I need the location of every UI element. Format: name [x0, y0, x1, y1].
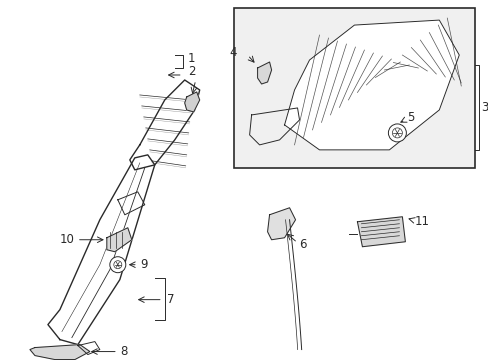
Text: 4: 4 — [229, 45, 236, 59]
Circle shape — [387, 124, 406, 142]
Bar — [233, 8, 474, 168]
Text: 5: 5 — [407, 112, 414, 125]
Text: 11: 11 — [413, 215, 428, 228]
Polygon shape — [106, 228, 132, 252]
Polygon shape — [30, 345, 90, 360]
Text: 10: 10 — [60, 233, 75, 246]
Text: 9: 9 — [140, 258, 147, 271]
Text: 6: 6 — [299, 238, 306, 251]
Polygon shape — [267, 208, 295, 240]
Circle shape — [391, 128, 402, 138]
Text: 1: 1 — [187, 51, 195, 64]
Polygon shape — [48, 155, 154, 345]
Text: 3: 3 — [480, 102, 488, 114]
Polygon shape — [284, 20, 458, 150]
Text: 7: 7 — [166, 293, 174, 306]
Polygon shape — [129, 80, 199, 170]
Circle shape — [114, 261, 122, 269]
Polygon shape — [184, 92, 199, 112]
Circle shape — [110, 257, 125, 273]
Text: 8: 8 — [120, 345, 127, 358]
Polygon shape — [257, 62, 271, 84]
Polygon shape — [357, 217, 405, 247]
Text: 2: 2 — [187, 66, 195, 78]
